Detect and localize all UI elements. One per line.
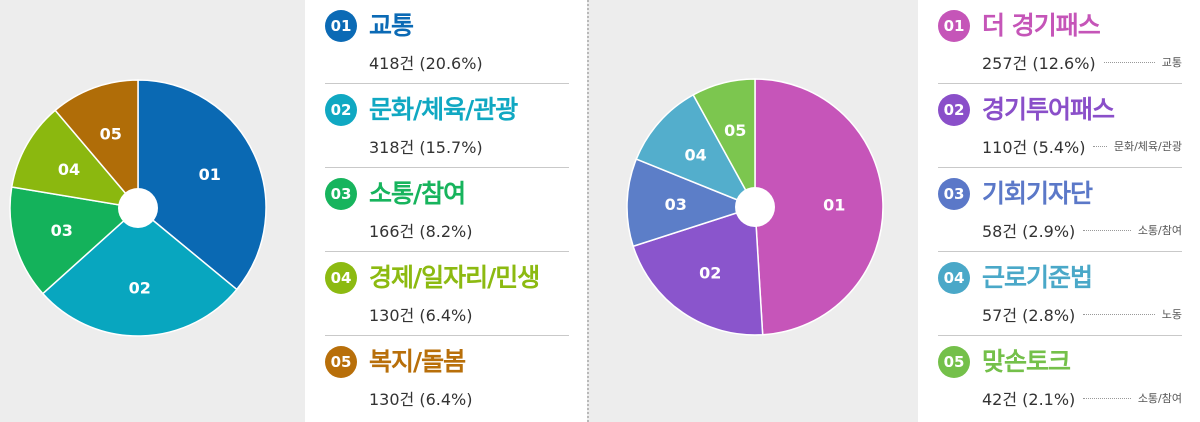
pie-slice-04 [635, 93, 757, 209]
legend-item-count: 257건 (12.6%) [982, 54, 1096, 73]
legend-number-badge: 05 [325, 346, 357, 378]
legend-item-name: 복지/돌봄 [369, 347, 466, 376]
legend-panel-left: 01 교통 418건 (20.6%) 02 문화/체육/관광 318건 (15.7%) 03… [305, 0, 587, 422]
legend-item: 03 소통/참여 166건 (8.2%) [325, 168, 569, 252]
legend-number-badge: 01 [938, 10, 970, 42]
legend-item-name: 교통 [369, 11, 414, 40]
legend-separator [938, 251, 1182, 252]
legend-item-count: 318건 (15.7%) [369, 138, 483, 157]
pie-slice-label: 05 [100, 125, 122, 144]
pie-slice-label: 03 [51, 221, 73, 240]
legend-item-name: 맞손토크 [982, 347, 1071, 376]
legend-item-count: 110건 (5.4%) [982, 138, 1086, 157]
legend-item: 04 근로기준법 57건 (2.8%) 노동 [938, 252, 1182, 336]
legend-item-name: 문화/체육/관광 [369, 95, 518, 124]
legend-separator [325, 251, 569, 252]
donut-hole [118, 188, 158, 228]
legend-item-count: 130건 (6.4%) [369, 390, 473, 409]
legend-item-category-tag: 소통/참여 [1134, 390, 1182, 406]
pie-slice-label: 02 [129, 278, 151, 297]
pie-slice-04 [10, 109, 140, 210]
pie-slice-label: 04 [58, 160, 80, 179]
pie-slice-label: 03 [665, 195, 687, 214]
legend-separator [938, 83, 1182, 84]
legend-item-count: 166건 (8.2%) [369, 222, 473, 241]
legend-item-category-tag: 교통 [1158, 54, 1182, 70]
legend-item-count: 42건 (2.1%) [982, 390, 1076, 409]
legend-item-category-tag: 문화/체육/관광 [1110, 138, 1182, 154]
legend-item-name: 근로기준법 [982, 263, 1093, 292]
legend-number-badge: 05 [938, 346, 970, 378]
legend-item-count: 58건 (2.9%) [982, 222, 1076, 241]
legend-item-name: 기회기자단 [982, 179, 1093, 208]
legend-number-badge: 02 [325, 94, 357, 126]
legend-item-name: 경제/일자리/민생 [369, 263, 540, 292]
legend-separator [325, 83, 569, 84]
leader-line [1104, 62, 1155, 63]
pie-slice-label: 02 [699, 264, 721, 283]
legend-number-badge: 02 [938, 94, 970, 126]
legend-number-badge: 04 [938, 262, 970, 294]
legend-item-count: 57건 (2.8%) [982, 306, 1076, 325]
legend-item: 05 복지/돌봄 130건 (6.4%) [325, 336, 569, 420]
legend-panel-right: 01 더 경기패스 257건 (12.6%) 교통 02 경기투어패스 110건 (5.4%… [918, 0, 1200, 422]
pie-slice-label: 01 [823, 196, 845, 215]
legend-item: 01 교통 418건 (20.6%) [325, 0, 569, 84]
legend-number-badge: 04 [325, 262, 357, 294]
legend-item-category-tag: 소통/참여 [1134, 222, 1182, 238]
legend-item-category-tag: 노동 [1158, 306, 1182, 322]
legend-item-name: 더 경기패스 [982, 11, 1101, 40]
legend-item: 03 기회기자단 58건 (2.9%) 소통/참여 [938, 168, 1182, 252]
legend-number-badge: 03 [938, 178, 970, 210]
legend-number-badge: 01 [325, 10, 357, 42]
legend-item-name: 소통/참여 [369, 179, 466, 208]
pie-slice-02 [41, 207, 238, 337]
legend-separator [325, 167, 569, 168]
pie-slice-01 [137, 79, 267, 291]
pie-slice-03 [626, 158, 758, 248]
leader-line [1083, 398, 1131, 399]
legend-item-count: 418건 (20.6%) [369, 54, 483, 73]
legend-separator [938, 167, 1182, 168]
pie-slice-label: 04 [684, 145, 706, 164]
divider [587, 0, 589, 422]
pie-chart-left: 01 02 03 04 05 [9, 79, 267, 337]
pie-slice-05 [54, 79, 139, 211]
legend-item: 02 문화/체육/관광 318건 (15.7%) [325, 84, 569, 168]
leader-line [1083, 230, 1131, 231]
pie-chart-right: 01 02 03 04 05 [626, 78, 884, 336]
legend-item: 02 경기투어패스 110건 (5.4%) 문화/체육/관광 [938, 84, 1182, 168]
legend-item-name: 경기투어패스 [982, 95, 1115, 124]
pie-slice-label: 01 [199, 165, 221, 184]
pie-chart-right-container: 01 02 03 04 05 [590, 0, 918, 422]
leader-line [1093, 146, 1107, 147]
donut-hole [735, 187, 775, 227]
pie-slice-01 [754, 78, 884, 336]
legend-separator [325, 335, 569, 336]
pie-slice-02 [632, 205, 764, 336]
legend-item: 01 더 경기패스 257건 (12.6%) 교통 [938, 0, 1182, 84]
legend-item: 05 맞손토크 42건 (2.1%) 소통/참여 [938, 336, 1182, 420]
legend-item: 04 경제/일자리/민생 130건 (6.4%) [325, 252, 569, 336]
leader-line [1083, 314, 1155, 315]
legend-number-badge: 03 [325, 178, 357, 210]
legend-item-count: 130건 (6.4%) [369, 306, 473, 325]
pie-chart-left-container: 01 02 03 04 05 [0, 0, 305, 422]
pie-slice-label: 05 [724, 121, 746, 140]
pie-slice-05 [692, 78, 756, 208]
legend-separator [938, 335, 1182, 336]
pie-slice-03 [9, 186, 140, 295]
